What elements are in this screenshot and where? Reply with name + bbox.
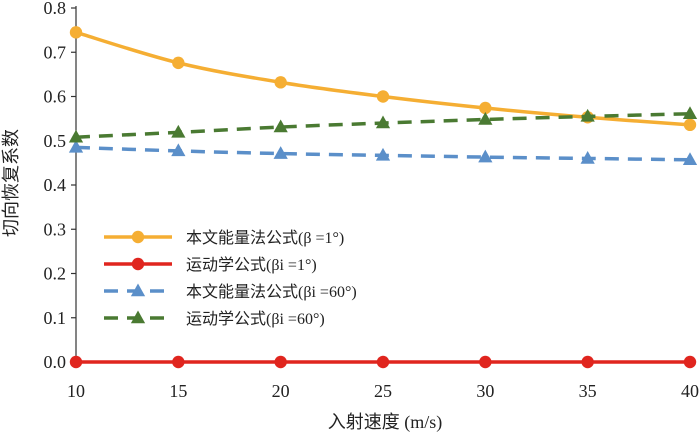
series-1-point	[683, 118, 697, 132]
legend-item-4: 运动学公式(βi =60°)	[104, 310, 325, 328]
axes: 0.0 0.1 0.2 0.3 0.4 0.5 0.6 0.7 0.8 10 15 20 25 30 35 4…	[44, 0, 700, 401]
x-tick-label: 25	[374, 381, 392, 401]
y-tick-label: 0.8	[44, 0, 67, 18]
series-2-point	[581, 355, 594, 369]
legend-label: 本文能量法公式(βi =60°)	[186, 283, 357, 301]
y-axis-title: 切向恢复系数	[1, 129, 21, 237]
series-2-point	[376, 355, 390, 369]
series-3-point	[273, 146, 288, 159]
y-tick-label: 0.5	[44, 131, 67, 151]
series-1-point	[479, 101, 492, 115]
legend-swatch-marker	[131, 257, 145, 271]
series-4-point	[171, 124, 186, 138]
y-tick-label: 0.2	[44, 264, 67, 284]
legend: 本文能量法公式(β =1°) 运动学公式(βi =1°) 本文能量法公式(βi =6…	[104, 229, 357, 328]
series-3-point	[171, 143, 186, 157]
series-3-point	[375, 147, 391, 161]
series-4-point	[273, 119, 288, 133]
x-tick-label: 40	[681, 381, 699, 401]
y-tick-label: 0.6	[44, 87, 67, 107]
series-4-point	[478, 112, 493, 125]
series-4	[68, 106, 698, 143]
x-tick-label: 30	[476, 381, 494, 401]
series-2-point	[479, 355, 492, 369]
series-2-point	[69, 355, 83, 369]
series-layer	[68, 26, 698, 369]
x-tick-label: 10	[67, 381, 85, 401]
legend-swatch-marker	[131, 230, 145, 244]
x-axis-title: 入射速度 (m/s)	[328, 412, 443, 433]
legend-label: 本文能量法公式(β =1°)	[186, 229, 344, 247]
legend-swatch-marker	[130, 283, 146, 297]
series-2-point	[274, 355, 287, 369]
legend-swatch-marker	[130, 310, 146, 324]
legend-item-3: 本文能量法公式(βi =60°)	[104, 283, 357, 301]
x-tick-label: 15	[169, 381, 187, 401]
series-1	[69, 26, 697, 132]
series-4-point	[375, 115, 391, 129]
y-tick-label: 0.0	[44, 352, 67, 372]
series-3-point	[580, 150, 595, 164]
series-3-point	[68, 139, 84, 153]
series-1-point	[172, 56, 185, 70]
series-4-point	[68, 129, 84, 143]
series-1-point	[274, 76, 287, 89]
y-tick-label: 0.1	[44, 308, 67, 328]
series-3-point	[682, 152, 698, 166]
legend-label: 运动学公式(βi =1°)	[186, 256, 317, 274]
series-1-point	[69, 26, 83, 39]
series-3	[68, 139, 698, 166]
series-1-line	[75, 30, 691, 127]
x-tick-label: 20	[272, 381, 290, 401]
series-3-point	[478, 149, 493, 163]
x-tick-label: 35	[579, 381, 597, 401]
y-tick-label: 0.7	[44, 42, 67, 62]
series-4-point	[682, 106, 698, 120]
series-1-point	[376, 90, 390, 103]
legend-label: 运动学公式(βi =60°)	[186, 310, 325, 328]
legend-item-2: 运动学公式(βi =1°)	[104, 256, 317, 274]
series-2	[69, 355, 697, 369]
series-2-point	[683, 355, 697, 369]
y-tick-label: 0.4	[44, 175, 67, 195]
legend-item-1: 本文能量法公式(β =1°)	[104, 229, 344, 247]
y-tick-label: 0.3	[44, 219, 67, 239]
series-2-point	[172, 355, 185, 369]
series-4-point	[580, 108, 595, 122]
